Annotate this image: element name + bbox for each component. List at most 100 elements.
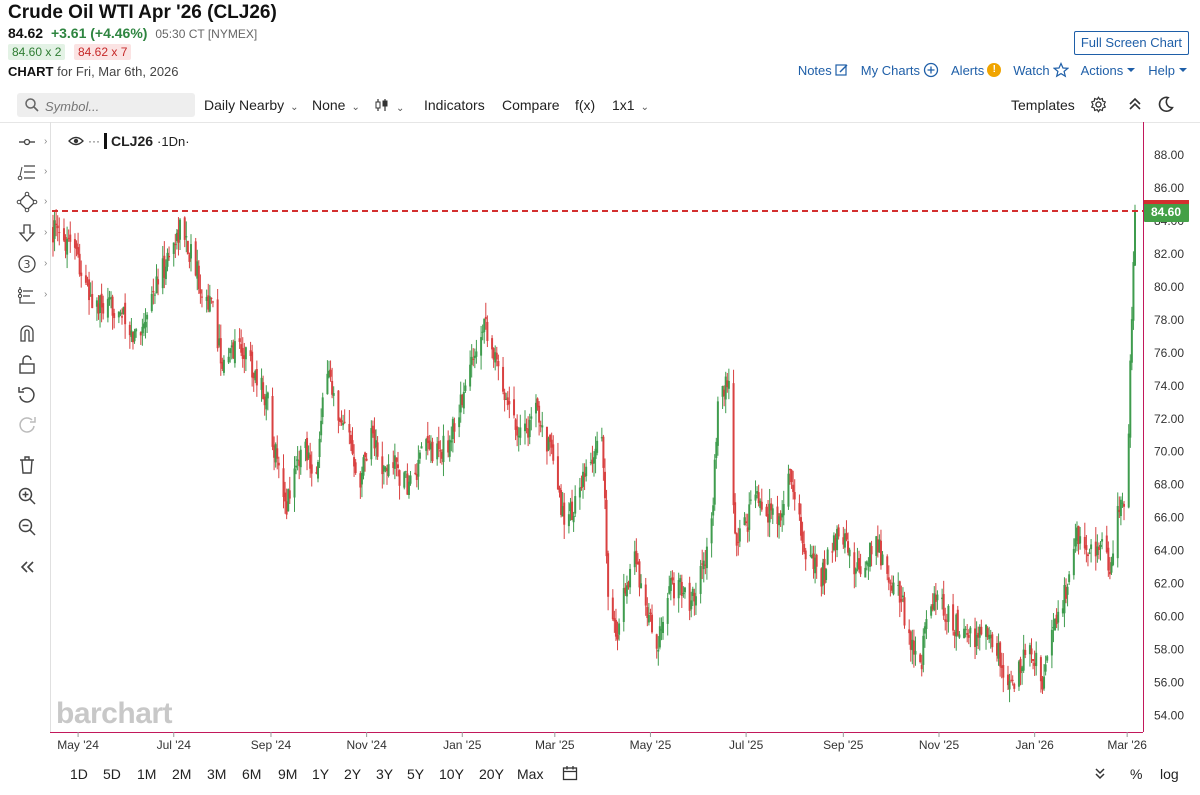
chart-type-select[interactable]: ⌄ (374, 97, 404, 114)
range-button-5y[interactable]: 5Y (407, 766, 425, 782)
range-button-5d[interactable]: 5D (103, 766, 121, 782)
candle-body (122, 306, 125, 315)
candle-body (62, 228, 65, 241)
zoom-out-icon (18, 518, 36, 536)
calendar-icon[interactable] (562, 765, 578, 781)
measure-tool[interactable]: › (16, 284, 47, 308)
candle-body (387, 464, 390, 476)
candle-body (508, 401, 511, 405)
candle-body (348, 423, 351, 433)
candle-body (475, 351, 478, 357)
candle-body (699, 565, 702, 594)
zoom-out-button[interactable] (16, 516, 42, 540)
candle-body (646, 607, 649, 618)
candle-body (271, 396, 274, 447)
symbol-search[interactable] (17, 93, 197, 117)
period-select[interactable]: Daily Nearby ⌄ (204, 97, 299, 113)
candle-body (629, 568, 632, 588)
symbol-input[interactable] (43, 96, 197, 116)
candle-body (825, 569, 828, 581)
percent-scale-toggle[interactable]: % (1130, 766, 1143, 782)
candle-body (371, 425, 374, 434)
arrow-tool[interactable]: › (16, 222, 47, 246)
candle-body (486, 321, 489, 341)
range-button-10y[interactable]: 10Y (439, 766, 464, 782)
range-button-3y[interactable]: 3Y (376, 766, 394, 782)
range-button-1m[interactable]: 1M (137, 766, 157, 782)
candle-body (100, 293, 103, 308)
fib-tool[interactable]: › (16, 161, 47, 185)
candle-body (799, 517, 802, 536)
range-button-1d[interactable]: 1D (70, 766, 88, 782)
candle-body (988, 634, 991, 640)
zoom-in-button[interactable] (16, 485, 42, 509)
candle-body (715, 441, 718, 459)
layout-select[interactable]: 1x1 ⌄ (612, 97, 649, 113)
notes-link[interactable]: Notes (798, 62, 849, 78)
x-tick-label: May '25 (630, 738, 672, 752)
candle-body (803, 543, 806, 553)
collapse-sidebar-button[interactable] (16, 556, 42, 580)
templates-button[interactable]: Templates (1011, 97, 1075, 113)
candle-body (437, 441, 440, 450)
alerts-link[interactable]: Alerts ! (951, 62, 1002, 78)
lock-tool[interactable] (16, 354, 42, 378)
candle-body (418, 452, 421, 459)
candle-body (563, 502, 566, 525)
candle-body (545, 426, 548, 452)
watch-link[interactable]: Watch (1013, 62, 1069, 78)
fullscreen-button[interactable]: Full Screen Chart (1073, 31, 1189, 55)
x-tick-label: Jul '24 (157, 738, 192, 752)
candle-body (117, 311, 120, 318)
candle-body (897, 584, 900, 586)
range-button-9m[interactable]: 9M (278, 766, 298, 782)
candle-body (77, 247, 80, 255)
settings-button[interactable] (1090, 96, 1107, 116)
double-chevron-down-icon[interactable] (1093, 766, 1107, 780)
study-select[interactable]: None ⌄ (312, 97, 360, 113)
function-button[interactable]: f(x) (575, 97, 596, 113)
price-chart[interactable]: 54.00 56.00 58.00 60.00 62.00 64.00 66.00 68.00… (0, 122, 1200, 760)
quote-line: 84.62 +3.61 (+4.46%) 05:30 CT [NYMEX] (8, 25, 257, 41)
candle-body (657, 649, 660, 652)
my-charts-link[interactable]: My Charts (861, 62, 939, 78)
candle-body (638, 561, 641, 588)
candle-body (216, 299, 219, 349)
candle-body (1127, 433, 1130, 508)
y-tick-label: 88.00 (1154, 148, 1184, 162)
range-button-6m[interactable]: 6M (242, 766, 262, 782)
undo-button[interactable] (16, 384, 42, 408)
log-scale-toggle[interactable]: log (1160, 766, 1179, 782)
eye-icon[interactable] (68, 135, 84, 147)
candle-body (119, 312, 122, 315)
magnet-tool[interactable] (16, 322, 42, 346)
compare-button[interactable]: Compare (502, 97, 560, 113)
page-title: Crude Oil WTI Apr '26 (CLJ26) (8, 2, 277, 23)
candle-body (304, 441, 307, 449)
candle-body (1099, 544, 1102, 547)
range-button-2m[interactable]: 2M (172, 766, 192, 782)
collapse-toolbar-button[interactable] (1127, 96, 1143, 115)
range-button-20y[interactable]: 20Y (479, 766, 504, 782)
dark-mode-toggle[interactable] (1157, 96, 1174, 116)
candle-body (624, 587, 627, 594)
candle-body (547, 438, 550, 450)
candle-body (661, 621, 664, 633)
indicators-button[interactable]: Indicators (424, 97, 485, 113)
actions-menu[interactable]: Actions (1081, 62, 1137, 78)
range-button-3m[interactable]: 3M (207, 766, 227, 782)
candle-body (1032, 658, 1035, 662)
search-icon (25, 98, 39, 112)
candle-body (124, 302, 127, 325)
range-button-2y[interactable]: 2Y (344, 766, 362, 782)
shape-tool[interactable]: › (16, 191, 47, 215)
alert-icon: ! (987, 63, 1002, 77)
redo-button[interactable] (16, 414, 42, 438)
help-menu[interactable]: Help (1148, 62, 1188, 78)
delete-drawings-button[interactable] (16, 454, 42, 478)
legend-menu-dots[interactable]: ··· (88, 134, 100, 148)
range-button-max[interactable]: Max (517, 766, 544, 782)
line-tool[interactable]: › (16, 131, 47, 155)
range-button-1y[interactable]: 1Y (312, 766, 330, 782)
count-tool[interactable]: 3 › (16, 253, 47, 277)
